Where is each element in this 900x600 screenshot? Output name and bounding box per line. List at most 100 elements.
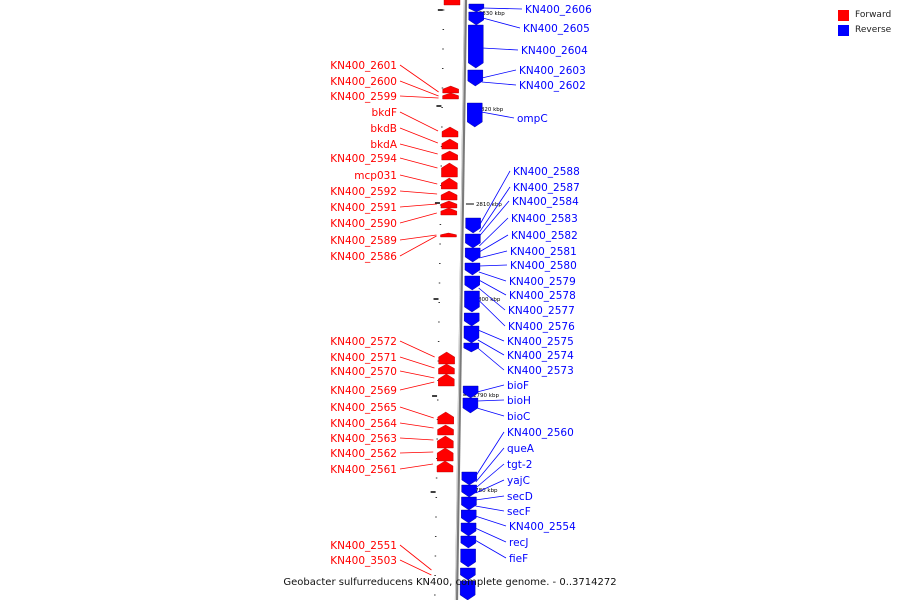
reverse-leader-line [474, 539, 507, 559]
forward-leader-line [399, 234, 437, 241]
reverse-gene [460, 567, 476, 581]
reverse-gene-label: ompC [517, 113, 548, 125]
legend-item-forward: Forward [838, 9, 891, 21]
reverse-leader-line [477, 329, 505, 342]
reverse-gene-label: KN400_2581 [510, 246, 577, 258]
reverse-gene [465, 233, 481, 249]
forward-gene-label: bkdB [370, 123, 397, 135]
reverse-gene [464, 290, 480, 313]
scale-label: 2780 kbp [472, 488, 498, 494]
forward-gene-label: KN400_2563 [330, 433, 397, 445]
reverse-gene-label: bioC [507, 411, 530, 423]
forward-gene-label: KN400_2601 [330, 60, 397, 72]
reverse-gene-label: KN400_2554 [509, 521, 576, 533]
reverse-gene-label: bioF [507, 380, 529, 392]
forward-leader-line [399, 406, 434, 419]
forward-leader-line [399, 203, 437, 208]
reverse-leader-line [478, 279, 507, 296]
genome-caption: Geobacter sulfurreducens KN400, complete… [283, 577, 617, 588]
forward-gene [436, 447, 454, 462]
forward-gene [441, 177, 458, 190]
forward-gene-label: bkdF [372, 107, 397, 119]
reverse-gene [459, 580, 476, 600]
reverse-gene [467, 69, 484, 87]
reverse-gene-label: KN400_2582 [511, 230, 578, 242]
forward-leader-line [399, 143, 438, 155]
reverse-gene-label: KN400_2579 [509, 276, 576, 288]
legend: Forward Reverse [838, 9, 891, 39]
forward-swatch [838, 9, 849, 21]
reverse-leader-line [478, 299, 506, 327]
forward-leader-line [399, 111, 439, 132]
forward-gene [438, 373, 455, 387]
reverse-gene-label: KN400_2580 [510, 260, 577, 272]
forward-gene [437, 435, 454, 449]
reverse-gene-label: secF [507, 506, 531, 518]
reverse-gene-label: KN400_2605 [523, 23, 590, 35]
forward-gene-label: KN400_2589 [330, 235, 397, 247]
forward-gene [441, 138, 459, 150]
reverse-gene [461, 509, 477, 524]
forward-gene-label: KN400_2572 [330, 336, 397, 348]
forward-leader-line [399, 80, 439, 97]
forward-gene-label: mcp031 [354, 170, 397, 182]
reverse-leader-line [478, 271, 507, 282]
forward-gene-label: KN400_2600 [330, 76, 397, 88]
legend-item-reverse: Reverse [838, 24, 891, 36]
forward-gene [437, 411, 454, 425]
forward-gene [441, 162, 458, 178]
reverse-gene [468, 11, 484, 26]
reverse-leader-line [478, 264, 508, 267]
forward-leader-line [399, 235, 437, 257]
reverse-gene-label: bioH [507, 395, 531, 407]
reverse-gene-label: KN400_2606 [525, 4, 592, 16]
forward-leader-line [399, 544, 432, 571]
reverse-leader-line [479, 170, 511, 226]
reverse-gene-label: yajC [507, 475, 530, 487]
reverse-leader-line [482, 7, 523, 10]
reverse-leader-line [477, 339, 505, 356]
reverse-gene-label: KN400_2588 [513, 166, 580, 178]
forward-gene [436, 460, 454, 473]
legend-label-forward: Forward [855, 10, 892, 20]
reverse-leader-line [482, 17, 521, 29]
forward-leader-line [399, 422, 434, 429]
reverse-gene [463, 325, 480, 344]
forward-leader-line [399, 356, 435, 369]
forward-leader-line [399, 559, 432, 576]
reverse-gene-label: KN400_2574 [507, 350, 574, 362]
reverse-gene [464, 247, 481, 263]
reverse-gene [461, 484, 477, 498]
forward-leader-line [399, 370, 435, 379]
forward-leader-line [399, 451, 434, 454]
reverse-gene [463, 342, 479, 353]
legend-label-reverse: Reverse [855, 25, 892, 35]
forward-gene-label: KN400_2565 [330, 402, 397, 414]
reverse-gene-label: KN400_2576 [508, 321, 575, 333]
forward-gene [442, 92, 459, 100]
reverse-swatch [838, 24, 849, 36]
genome-backbone-highlight [455, 0, 465, 600]
forward-leader-line [399, 157, 438, 169]
reverse-gene [465, 217, 481, 234]
forward-gene-label: KN400_2561 [330, 464, 397, 476]
forward-gene [442, 85, 459, 94]
forward-gene-label: KN400_2591 [330, 202, 397, 214]
reverse-gene [461, 496, 477, 511]
forward-gene [438, 363, 455, 375]
forward-gene [441, 150, 458, 161]
forward-leader-line [399, 437, 434, 441]
forward-gene-label: KN400_2590 [330, 218, 397, 230]
reverse-leader-line [478, 287, 506, 311]
reverse-gene [462, 397, 479, 414]
forward-gene [443, 0, 461, 6]
forward-leader-line [399, 64, 439, 93]
forward-gene-label: KN400_2569 [330, 385, 397, 397]
reverse-gene [467, 102, 483, 128]
reverse-gene [462, 385, 479, 399]
forward-gene-label: KN400_2586 [330, 251, 397, 263]
reverse-gene-label: fieF [509, 553, 528, 565]
forward-gene [440, 232, 457, 238]
reverse-leader-line [475, 463, 505, 489]
